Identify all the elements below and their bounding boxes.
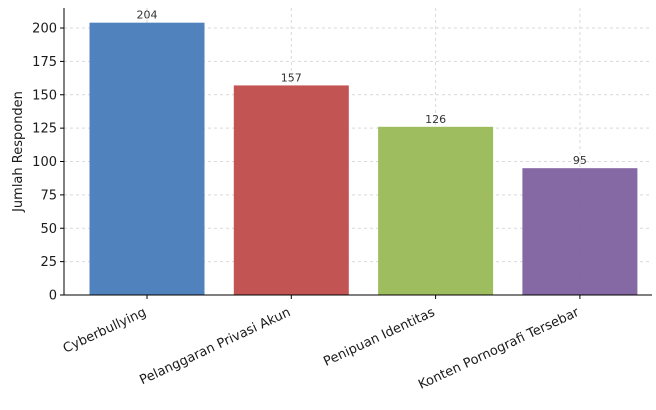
bar [233, 85, 349, 296]
x-tick-label: Cyberbullying [61, 305, 149, 357]
bar [89, 22, 205, 296]
axes [60, 8, 652, 299]
x-tick-label: Pelanggaran Privasi Akun [137, 305, 293, 388]
y-tick-label: 125 [32, 122, 57, 137]
bar [522, 168, 638, 295]
x-tick-label: Konten Pornografi Tersebar [416, 305, 582, 393]
x-tick-label: Penipuan Identitas [321, 305, 437, 370]
y-tick-label: 200 [32, 22, 57, 37]
y-tick-label: 175 [32, 55, 57, 70]
y-axis-title: Jumlah Responden [11, 91, 26, 213]
bar-data-label: 95 [573, 154, 587, 167]
y-tick-label: 150 [32, 88, 57, 103]
y-tick-label: 50 [40, 222, 57, 237]
data-labels: 204 157 126 95 [137, 9, 587, 168]
bar-data-label: 126 [425, 113, 446, 126]
y-tick-label: 75 [40, 188, 57, 203]
y-tick-label: 25 [40, 255, 57, 270]
bars [89, 22, 638, 296]
y-tick-label: 100 [32, 155, 57, 170]
y-tick-labels: 0 25 50 75 100 125 150 175 200 [32, 22, 57, 304]
y-tick-label: 0 [49, 289, 57, 304]
bar-data-label: 157 [281, 71, 302, 84]
bar-data-label: 204 [137, 9, 158, 22]
bar [378, 126, 494, 295]
